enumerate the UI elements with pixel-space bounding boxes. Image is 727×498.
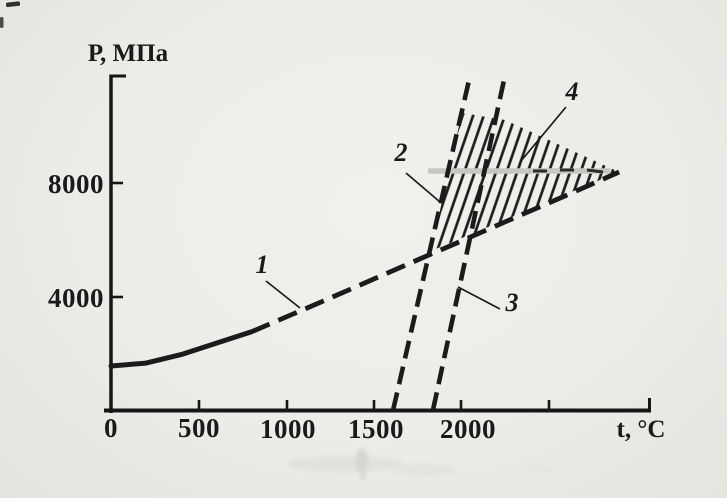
y-tick-label-8000: 8000	[48, 169, 104, 199]
curves-layer	[108, 75, 621, 411]
leader-curve-2	[405, 172, 441, 203]
leader-curve-3	[457, 286, 501, 310]
curve-number-labels: 1 2 3 4	[256, 77, 579, 317]
x-tick-labels: 0 500 1000 1500 2000	[104, 413, 496, 444]
scan-speck-left-edge	[0, 17, 4, 28]
curve-3-label: 3	[505, 288, 519, 317]
y-tick-marks	[111, 181, 123, 299]
axes	[104, 74, 651, 413]
x-tick-label-1500: 1500	[348, 414, 404, 444]
curve3-dashed-line	[430, 79, 507, 411]
x-tick-label-1000: 1000	[260, 414, 316, 444]
curve-1-solid-segment	[108, 329, 254, 369]
leader-curve-1	[265, 280, 301, 309]
hatched-region-4	[430, 112, 620, 252]
scan-speck-top-left	[5, 1, 21, 8]
y-axis-title: Р, МПа	[88, 40, 169, 67]
x-axis-title: t, °C	[617, 416, 666, 443]
curve2-dashed-line	[390, 75, 473, 411]
faded-line-remnant-dashes	[533, 168, 604, 174]
curve-1-dashed-segment	[250, 169, 621, 335]
scan-artifacts	[0, 1, 556, 480]
y-tick-label-4000: 4000	[48, 283, 104, 313]
curve-1-label: 1	[256, 250, 269, 279]
x-tick-label-2000: 2000	[440, 414, 496, 444]
x-tick-label-0: 0	[104, 413, 118, 443]
leader-lines	[265, 106, 567, 310]
curve-2-label: 2	[394, 138, 408, 167]
ghost-text-smudge	[287, 448, 556, 480]
y-tick-labels: 4000 8000	[48, 169, 104, 313]
region-4-label: 4	[565, 77, 579, 106]
leader-region-4	[520, 106, 567, 162]
x-tick-label-500: 500	[178, 413, 220, 443]
x-tick-marks	[109, 400, 551, 410]
